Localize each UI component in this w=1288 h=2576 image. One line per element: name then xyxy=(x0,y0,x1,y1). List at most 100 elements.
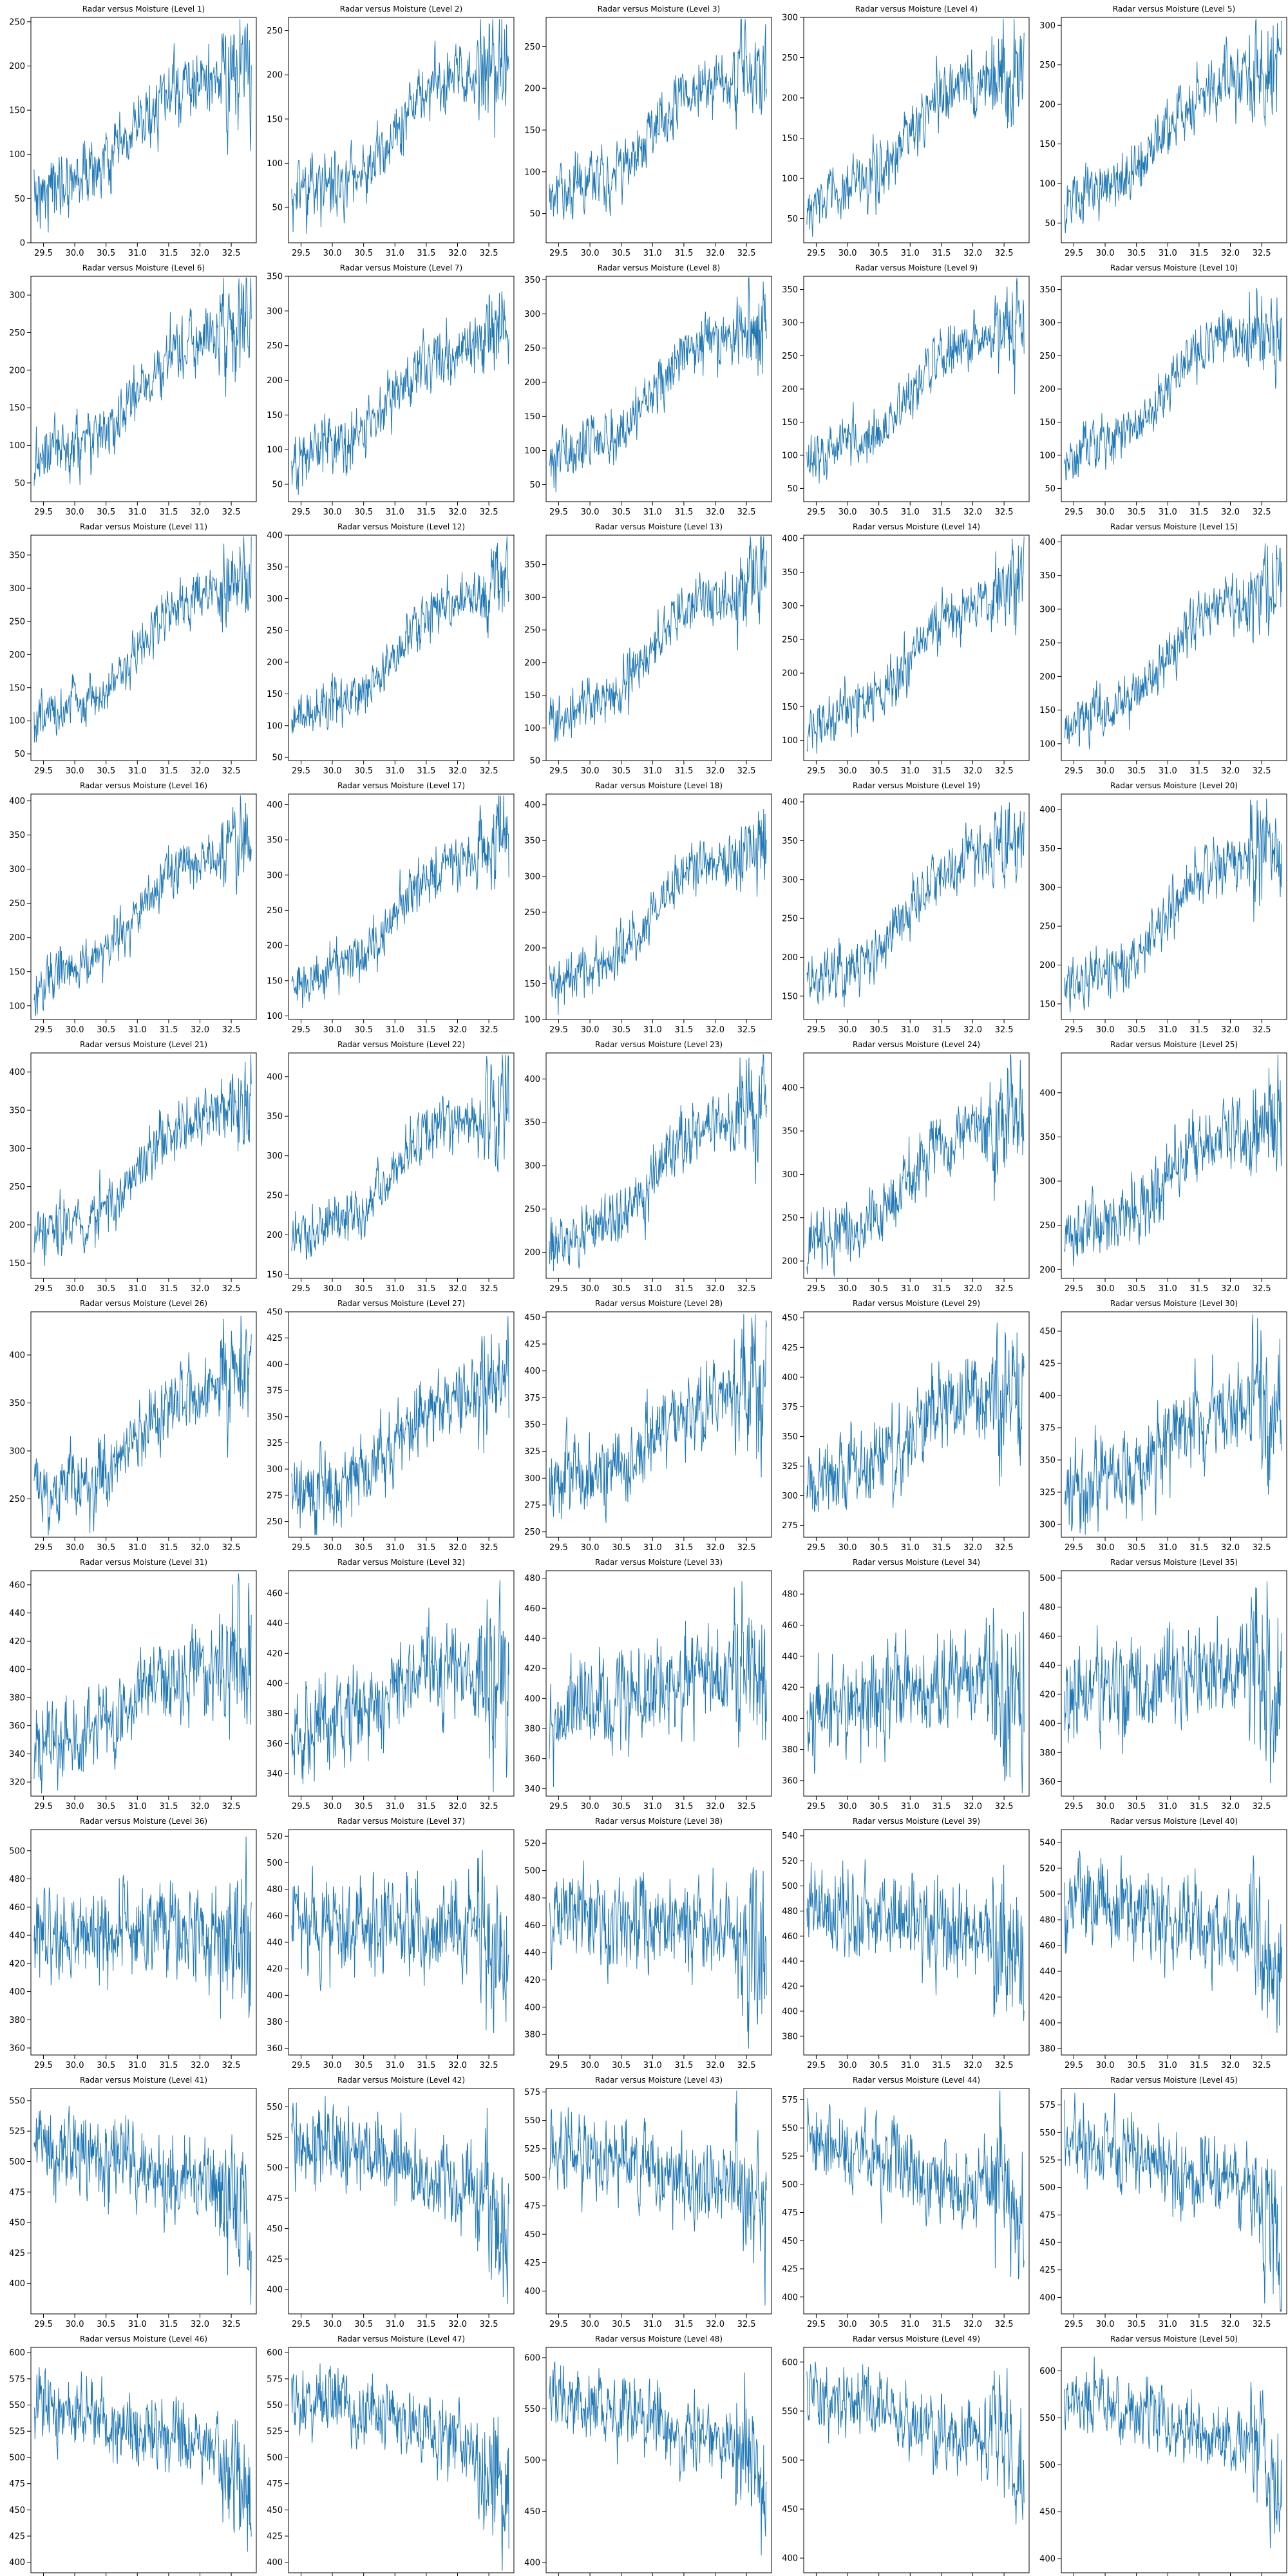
axes-frame xyxy=(545,1311,772,1538)
subplot-level-7: Radar versus Moisture (Level 7) 29.5 30.0 3… xyxy=(267,263,515,517)
x-tick-label: 30.5 xyxy=(1127,1802,1146,1812)
y-tick-label: 360 xyxy=(9,1721,25,1731)
y-tick-label: 300 xyxy=(782,1170,798,1180)
x-tick-label: 30.0 xyxy=(1096,2061,1115,2070)
x-tick-label: 30.5 xyxy=(97,507,115,517)
x-tick-label: 29.5 xyxy=(549,249,568,258)
x-tick-label: 31.5 xyxy=(674,1543,693,1553)
series-line xyxy=(549,2090,767,2306)
x-tick-label: 29.5 xyxy=(807,507,826,517)
y-tick-label: 400 xyxy=(1039,1088,1056,1098)
y-tick-label: 460 xyxy=(9,1580,25,1590)
x-tick-label: 31.0 xyxy=(643,1284,662,1294)
axes-frame xyxy=(1061,2088,1287,2315)
y-tick-label: 150 xyxy=(1039,706,1056,715)
y-tick-label: 420 xyxy=(782,1982,798,1992)
y-tick-label: 200 xyxy=(524,84,540,94)
y-tick-label: 420 xyxy=(524,1664,540,1674)
x-tick-label: 31.5 xyxy=(1189,1543,1208,1553)
x-tick-label: 32.0 xyxy=(963,766,982,776)
y-tick-label: 200 xyxy=(1039,672,1056,682)
series-line xyxy=(806,2090,1025,2280)
y-tick-label: 150 xyxy=(524,980,540,989)
y-tick-label: 520 xyxy=(524,1839,540,1849)
x-tick-label: 30.5 xyxy=(354,1543,373,1553)
x-tick-label: 30.5 xyxy=(97,1284,115,1294)
y-tick-label: 550 xyxy=(1039,2414,1056,2423)
x-tick-label: 31.0 xyxy=(128,1543,147,1553)
y-tick-label: 150 xyxy=(524,126,540,136)
subplot-level-19: Radar versus Moisture (Level 19) 29.5 30.0… xyxy=(782,781,1030,1035)
y-tick-label: 300 xyxy=(9,1446,25,1456)
subplot-level-30: Radar versus Moisture (Level 30) 29.5 30.0… xyxy=(1039,1299,1287,1553)
y-tick-label: 375 xyxy=(782,1403,798,1412)
x-tick-label: 31.5 xyxy=(1189,2061,1208,2070)
subplot-title: Radar versus Moisture (Level 9) xyxy=(855,263,978,272)
y-tick-label: 450 xyxy=(782,2505,798,2515)
series-line xyxy=(1064,19,1282,234)
x-tick-label: 31.0 xyxy=(643,2061,662,2070)
y-tick-label: 400 xyxy=(782,798,798,808)
y-tick-label: 450 xyxy=(267,2506,283,2515)
x-tick-label: 32.5 xyxy=(222,2320,241,2329)
y-tick-label: 380 xyxy=(9,2016,25,2025)
subplot-level-36: Radar versus Moisture (Level 36) 29.5 30.0… xyxy=(9,1817,257,2070)
subplot-title: Radar versus Moisture (Level 35) xyxy=(1110,1558,1238,1567)
x-tick-label: 29.5 xyxy=(549,1025,568,1035)
y-tick-label: 250 xyxy=(782,914,798,924)
y-tick-label: 425 xyxy=(782,1343,798,1353)
series-line xyxy=(33,1573,252,1794)
x-tick-label: 31.0 xyxy=(386,507,404,517)
y-tick-label: 400 xyxy=(524,1367,540,1376)
y-tick-label: 300 xyxy=(267,307,283,316)
subplot-level-50: Radar versus Moisture (Level 50)29.530.0… xyxy=(1039,2334,1287,2576)
x-tick-label: 31.5 xyxy=(417,2320,435,2329)
x-tick-label: 32.0 xyxy=(191,1802,209,1812)
x-tick-label: 30.5 xyxy=(354,1025,373,1035)
subplot-title: Radar versus Moisture (Level 46) xyxy=(80,2334,207,2344)
y-tick-label: 440 xyxy=(524,1948,540,1958)
y-tick-label: 400 xyxy=(782,1373,798,1383)
subplot-title: Radar versus Moisture (Level 10) xyxy=(1110,263,1238,272)
y-tick-label: 550 xyxy=(9,2401,25,2410)
x-tick-label: 31.0 xyxy=(1159,249,1177,258)
subplot-title: Radar versus Moisture (Level 4) xyxy=(855,5,978,14)
x-tick-label: 30.5 xyxy=(354,249,373,258)
subplot-title: Radar versus Moisture (Level 44) xyxy=(853,2076,980,2085)
x-tick-label: 30.5 xyxy=(1127,2061,1146,2070)
x-tick-label: 31.0 xyxy=(1159,1025,1177,1035)
x-tick-label: 30.0 xyxy=(838,2061,857,2070)
x-tick-label: 32.0 xyxy=(706,249,724,258)
x-tick-label: 31.0 xyxy=(901,766,920,776)
x-tick-label: 30.0 xyxy=(323,1802,342,1812)
x-tick-label: 30.5 xyxy=(97,1025,115,1035)
y-tick-label: 300 xyxy=(267,1465,283,1475)
series-line xyxy=(806,1322,1025,1513)
y-tick-label: 400 xyxy=(9,1987,25,1997)
y-tick-label: 250 xyxy=(267,626,283,636)
series-line xyxy=(549,1314,767,1523)
x-tick-label: 32.0 xyxy=(963,507,982,517)
y-tick-label: 200 xyxy=(9,650,25,660)
x-tick-label: 30.5 xyxy=(354,1284,373,1294)
x-tick-label: 30.0 xyxy=(323,766,342,776)
x-tick-label: 29.5 xyxy=(549,1284,568,1294)
x-tick-label: 29.5 xyxy=(292,507,310,517)
x-tick-label: 30.0 xyxy=(1096,2320,1115,2329)
y-tick-label: 450 xyxy=(1039,2508,1056,2517)
subplot-title: Radar versus Moisture (Level 18) xyxy=(595,781,723,790)
x-tick-label: 31.0 xyxy=(901,1802,920,1812)
x-tick-label: 30.5 xyxy=(97,1543,115,1553)
series-line xyxy=(33,2367,252,2552)
y-tick-label: 150 xyxy=(1039,999,1056,1009)
x-tick-label: 30.5 xyxy=(1127,1543,1146,1553)
y-tick-label: 350 xyxy=(9,551,25,560)
subplot-title: Radar versus Moisture (Level 2) xyxy=(340,5,462,14)
y-tick-label: 100 xyxy=(267,721,283,731)
subplot-title: Radar versus Moisture (Level 12) xyxy=(337,522,465,531)
x-tick-label: 32.5 xyxy=(1253,1802,1271,1812)
y-tick-label: 200 xyxy=(1039,100,1056,110)
x-tick-label: 32.0 xyxy=(1221,507,1240,517)
axes-frame xyxy=(30,535,257,761)
